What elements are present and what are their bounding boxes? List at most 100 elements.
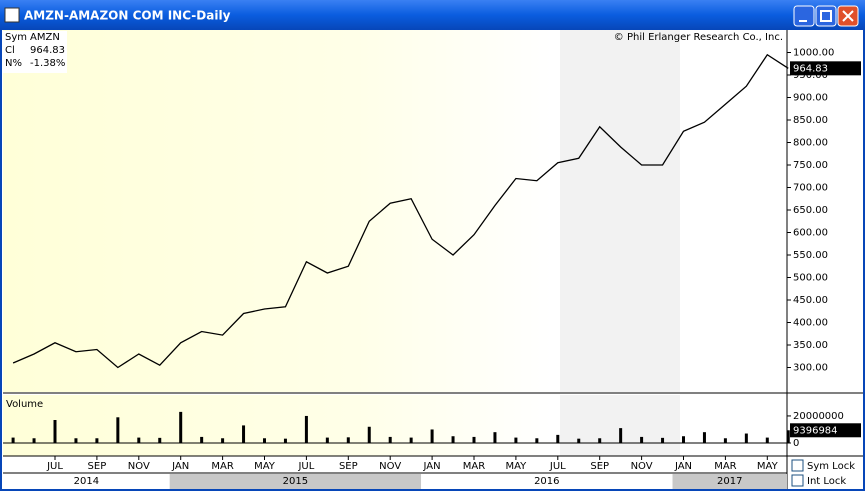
shaded-band	[560, 30, 680, 392]
volume-bar	[493, 432, 497, 443]
info-box: Sym AMZN Cl 964.83 N% -1.38%	[3, 31, 67, 73]
int-lock-checkbox[interactable]	[791, 474, 804, 487]
y-tick-label: 950.00	[793, 70, 828, 81]
volume-bar	[74, 438, 78, 443]
volume-bar	[786, 430, 790, 443]
x-tick-label: JAN	[674, 461, 692, 472]
year-band	[3, 474, 170, 489]
volume-bar	[682, 436, 685, 443]
info-value: AMZN	[30, 32, 60, 43]
x-tick-label: SEP	[339, 461, 358, 472]
volume-bar	[765, 437, 769, 443]
volume-bar	[723, 438, 727, 443]
volume-bar	[221, 438, 225, 443]
last-value-label: 964.83	[793, 63, 828, 74]
volume-bar	[158, 437, 162, 443]
volume-bar	[598, 438, 602, 443]
year-band	[169, 474, 422, 489]
volume-bar	[32, 438, 36, 443]
volume-bar	[11, 437, 15, 443]
copyright: © Phil Erlanger Research Co., Inc.	[614, 32, 783, 43]
x-tick-label: MAY	[757, 461, 779, 472]
year-band	[672, 474, 787, 489]
shaded-band	[560, 395, 680, 456]
price-line	[12, 53, 789, 369]
volume-bar	[200, 436, 204, 443]
volume-bar	[744, 433, 748, 443]
y-tick-label: 650.00	[793, 205, 828, 216]
volume-bar	[137, 437, 141, 443]
year-row: 2014 2015 2016 2017	[3, 474, 787, 489]
volume-bar	[577, 438, 581, 443]
volume-bar	[535, 438, 539, 443]
volume-bar	[283, 438, 287, 443]
y-tick-label: 1000.00	[793, 48, 834, 59]
plot: 1000.00 950.00 900.00 850.00 800.00 750.00 700…	[3, 48, 861, 472]
volume-bar	[116, 417, 120, 443]
year-label: 2016	[534, 476, 559, 487]
y-tick-label: 600.00	[793, 228, 828, 239]
volume-title: Volume	[6, 399, 43, 410]
y-tick-label: 300.00	[793, 363, 828, 374]
volume-bar	[325, 437, 329, 443]
x-tick-label: JUL	[549, 461, 566, 472]
year-label: 2015	[283, 476, 308, 487]
volume-bar	[95, 438, 99, 443]
volume-bar	[304, 415, 308, 443]
minimize-button[interactable]	[793, 5, 815, 27]
volume-bar	[409, 437, 413, 443]
app-icon	[4, 7, 20, 23]
volume-bar	[640, 436, 644, 443]
volume-bar	[702, 432, 706, 443]
volume-bar	[242, 425, 246, 443]
volume-bar	[179, 411, 183, 443]
x-tick-label: NOV	[379, 461, 401, 472]
x-tick-label: SEP	[590, 461, 609, 472]
x-tick-label: NOV	[128, 461, 150, 472]
y-tick-label: 750.00	[793, 160, 828, 171]
y-tick-label: 500.00	[793, 273, 828, 284]
volume-bar	[619, 428, 623, 443]
x-tick-label: JAN	[171, 461, 189, 472]
x-tick-label: SEP	[88, 461, 107, 472]
y-tick-label: 20000000	[793, 411, 844, 422]
x-tick-label: MAR	[211, 461, 233, 472]
info-value: -1.38%	[30, 58, 65, 69]
info-label: Cl	[5, 45, 15, 56]
x-tick-label: MAR	[714, 461, 736, 472]
volume-bar	[451, 436, 455, 443]
y-tick-label: 350.00	[793, 340, 828, 351]
volume-bar	[514, 437, 518, 443]
x-tick-label: NOV	[631, 461, 653, 472]
volume-bar	[388, 436, 392, 443]
sym-lock-checkbox[interactable]	[791, 459, 804, 472]
y-tick-label: 400.00	[793, 318, 828, 329]
y-tick-label: 700.00	[793, 183, 828, 194]
info-label: Sym	[5, 32, 27, 43]
last-value-box	[790, 423, 861, 438]
year-band	[421, 474, 673, 489]
maximize-button[interactable]	[815, 5, 837, 27]
x-tick-label: JAN	[423, 461, 441, 472]
y-tick-label: 0	[793, 438, 799, 449]
info-label: N%	[5, 58, 22, 69]
volume-bar	[346, 437, 350, 443]
y-tick-label: 450.00	[793, 295, 828, 306]
checkbox-label[interactable]: Int Lock	[807, 476, 846, 487]
window-title: AMZN-AMAZON COM INC-Daily	[24, 9, 231, 23]
x-tick-label: MAY	[505, 461, 527, 472]
x-tick-label: MAR	[463, 461, 485, 472]
y-tick-label: 550.00	[793, 250, 828, 261]
window-buttons[interactable]	[793, 5, 859, 27]
x-tick-label: JUL	[46, 461, 63, 472]
title-bar	[0, 0, 865, 30]
volume-bar	[472, 436, 476, 443]
info-value: 964.83	[30, 45, 65, 56]
checkbox-label[interactable]: Sym Lock	[807, 461, 855, 472]
volume-bar	[556, 434, 560, 443]
last-value-label: 9396984	[793, 425, 838, 436]
volume-bar	[53, 420, 57, 443]
y-tick-label: 900.00	[793, 93, 828, 104]
